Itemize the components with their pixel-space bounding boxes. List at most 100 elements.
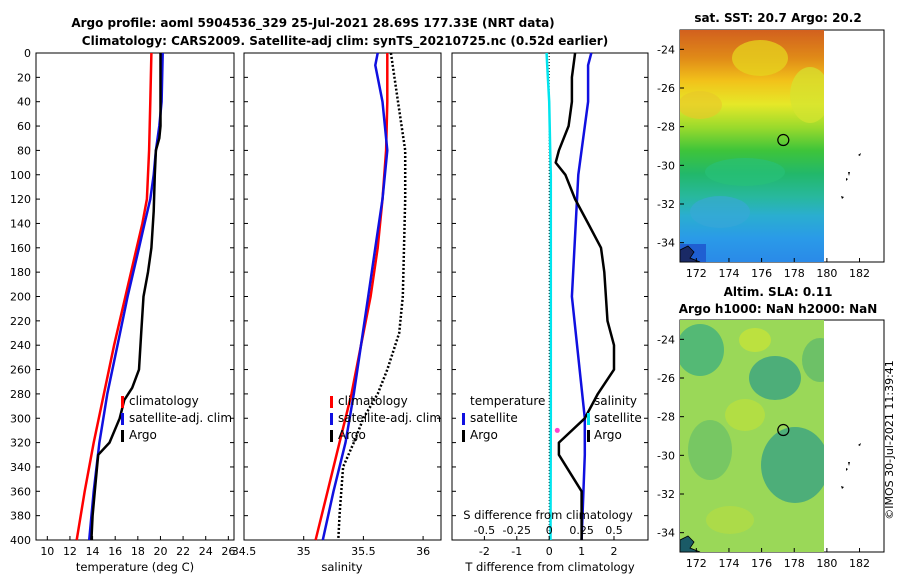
islands — [841, 153, 861, 199]
temperature-xtick-label: 10 — [40, 545, 54, 558]
figure-title-line2: Climatology: CARS2009. Satellite-adj cli… — [82, 34, 608, 49]
map-lon-tick-label: 172 — [686, 557, 707, 570]
argo-position-marker — [777, 133, 790, 147]
depth-tick-label: 260 — [10, 364, 31, 377]
salinity-axes — [243, 52, 442, 541]
s-difference-ticks: -0.5 -0.25 0 0.25 0.5 — [474, 524, 623, 537]
legend-label-argo: Argo — [594, 428, 622, 442]
map-lon-tick-label: 180 — [816, 557, 837, 570]
series-line-Argo — [337, 52, 407, 541]
map-lon-tick-label: 182 — [849, 267, 870, 280]
legend-label-argo: Argo — [129, 428, 157, 442]
argo-position-marker — [777, 423, 790, 437]
series-line-temperature-Argo — [554, 52, 616, 540]
legend-label-argo: Argo — [338, 428, 366, 442]
salinity-xtick-label: 36 — [416, 545, 430, 558]
legend-label-satellite: satellite — [594, 411, 642, 425]
temperature-xtick-label: 14 — [86, 545, 100, 558]
series-line-temperature-satellite — [570, 52, 593, 541]
depth-tick-label: 100 — [10, 169, 31, 182]
depth-tick-label: 340 — [10, 461, 31, 474]
salinity-xtick-label: 34.5 — [232, 545, 257, 558]
legend-title-salinity: salinity — [594, 394, 637, 408]
legend-swatch-satellite — [462, 413, 465, 425]
series-line-satellite-adj-clim — [87, 52, 164, 541]
sst-cool-patch — [690, 196, 750, 228]
map-lat-tick-label: -28 — [657, 121, 675, 134]
temperature-series — [75, 52, 164, 541]
depth-tick-label: 160 — [10, 242, 31, 255]
difference-series — [545, 52, 616, 541]
depth-tick-label: 20 — [17, 71, 31, 84]
islands — [841, 443, 861, 489]
coastline — [680, 245, 701, 262]
difference-xtick-label: 0 — [546, 545, 553, 558]
sla-map-ticks: 172 174 176 178 180 182 -24 -26 -28 -30 -32 -34 — [657, 333, 870, 570]
legend-swatch-climatology — [121, 396, 124, 408]
series-line-satellite-adj-clim — [321, 52, 389, 541]
temperature-xtick-label: 16 — [108, 545, 122, 558]
legend-label-satellite: satellite — [470, 411, 518, 425]
sst-warm-patch — [732, 40, 788, 76]
difference-xtick-label: 1 — [578, 545, 585, 558]
legend-label-satellite: satellite-adj. clim — [338, 411, 441, 425]
sst-map-ticks: 172 174 176 178 180 182 -24 -26 -28 -30 -32 -34 — [657, 43, 870, 280]
temperature-xtick-label: 22 — [176, 545, 190, 558]
sla-high-patch — [725, 399, 765, 431]
s-difference-tick-label: -0.25 — [503, 524, 531, 537]
island — [841, 196, 844, 199]
difference-xlabel: T difference from climatology — [464, 560, 635, 574]
map-lat-tick-label: -34 — [657, 237, 675, 250]
s-difference-tick-label: -0.5 — [474, 524, 495, 537]
salinity-xlabel: salinity — [321, 560, 362, 574]
sla-map-title-line2: Argo h1000: NaN h2000: NaN — [679, 302, 878, 316]
series-point-salinity-Argo — [554, 427, 560, 433]
island — [858, 443, 861, 446]
map-lon-tick-label: 182 — [849, 557, 870, 570]
depth-tick-label: 240 — [10, 339, 31, 352]
legend-title-temperature: temperature — [470, 394, 545, 408]
s-difference-tick-label: 0.5 — [605, 524, 623, 537]
depth-axis: 0 20 40 60 80 100 120 140 160 180 200 220 240 260 280 3… — [10, 47, 648, 547]
series-line-Argo — [90, 53, 162, 541]
map-lon-tick-label: 174 — [718, 557, 739, 570]
depth-tick-label: 120 — [10, 193, 31, 206]
map-lon-tick-label: 178 — [784, 557, 805, 570]
salinity-xtick-label: 35.5 — [351, 545, 376, 558]
sst-warm-patch — [680, 91, 722, 119]
legend-swatch-climatology — [330, 396, 333, 408]
temperature-legend: climatology satellite-adj. clim Argo — [121, 394, 232, 442]
legend-label-satellite: satellite-adj. clim — [129, 411, 232, 425]
legend-swatch-satellite — [330, 413, 333, 425]
salinity-series — [314, 52, 407, 541]
depth-tick-label: 80 — [17, 144, 31, 157]
sst-cool-patch — [705, 158, 785, 186]
difference-xtick-label: -2 — [479, 545, 490, 558]
depth-tick-label: 400 — [10, 534, 31, 547]
legend-swatch-satellite — [587, 413, 590, 425]
legend-label-climatology: climatology — [129, 394, 199, 408]
map-lat-tick-label: -28 — [657, 411, 675, 424]
difference-legend-salinity: salinity satellite Argo — [587, 394, 642, 442]
legend-swatch-argo — [462, 430, 465, 442]
map-lon-tick-label: 180 — [816, 267, 837, 280]
depth-tick-label: 200 — [10, 291, 31, 304]
legend-label-argo: Argo — [470, 428, 498, 442]
temperature-xlabel: temperature (deg C) — [76, 560, 194, 574]
map-lon-tick-label: 176 — [751, 267, 772, 280]
legend-swatch-satellite — [121, 413, 124, 425]
depth-tick-label: 0 — [24, 47, 31, 60]
map-lon-tick-label: 174 — [718, 267, 739, 280]
sst-warm-patch — [790, 67, 824, 123]
series-line-climatology — [75, 52, 153, 541]
legend-swatch-argo — [121, 430, 124, 442]
s-difference-label: S difference from climatology — [463, 508, 633, 522]
map-lon-tick-label: 178 — [784, 267, 805, 280]
salinity-legend: climatology satellite-adj. clim Argo — [330, 394, 441, 442]
temperature-xtick-label: 26 — [221, 545, 235, 558]
island — [846, 462, 850, 471]
map-lon-tick-label: 172 — [686, 267, 707, 280]
sla-low-patch — [761, 427, 824, 503]
